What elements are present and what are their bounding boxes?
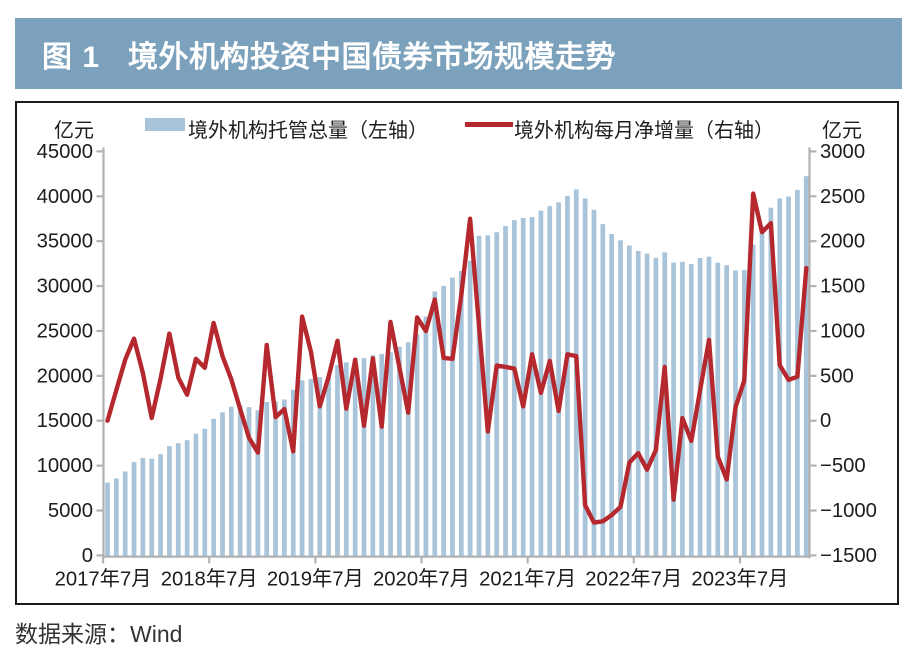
figure-title-banner: 图 1 境外机构投资中国债券市场规模走势 [15,18,902,89]
legend-bar-label: 境外机构托管总量（左轴） [188,120,428,142]
left-axis-unit: 亿元 [54,120,94,142]
data-source-note: 数据来源：Wind [15,621,183,647]
legend-line-label: 境外机构每月净增量（右轴） [514,120,774,142]
right-axis-unit: 亿元 [822,120,862,142]
chart-frame [15,101,899,605]
figure-number: 图 1 [42,40,101,74]
legend-bar-swatch [145,118,185,131]
figure-title: 境外机构投资中国债券市场规模走势 [128,40,617,74]
legend-line-swatch [465,122,513,127]
